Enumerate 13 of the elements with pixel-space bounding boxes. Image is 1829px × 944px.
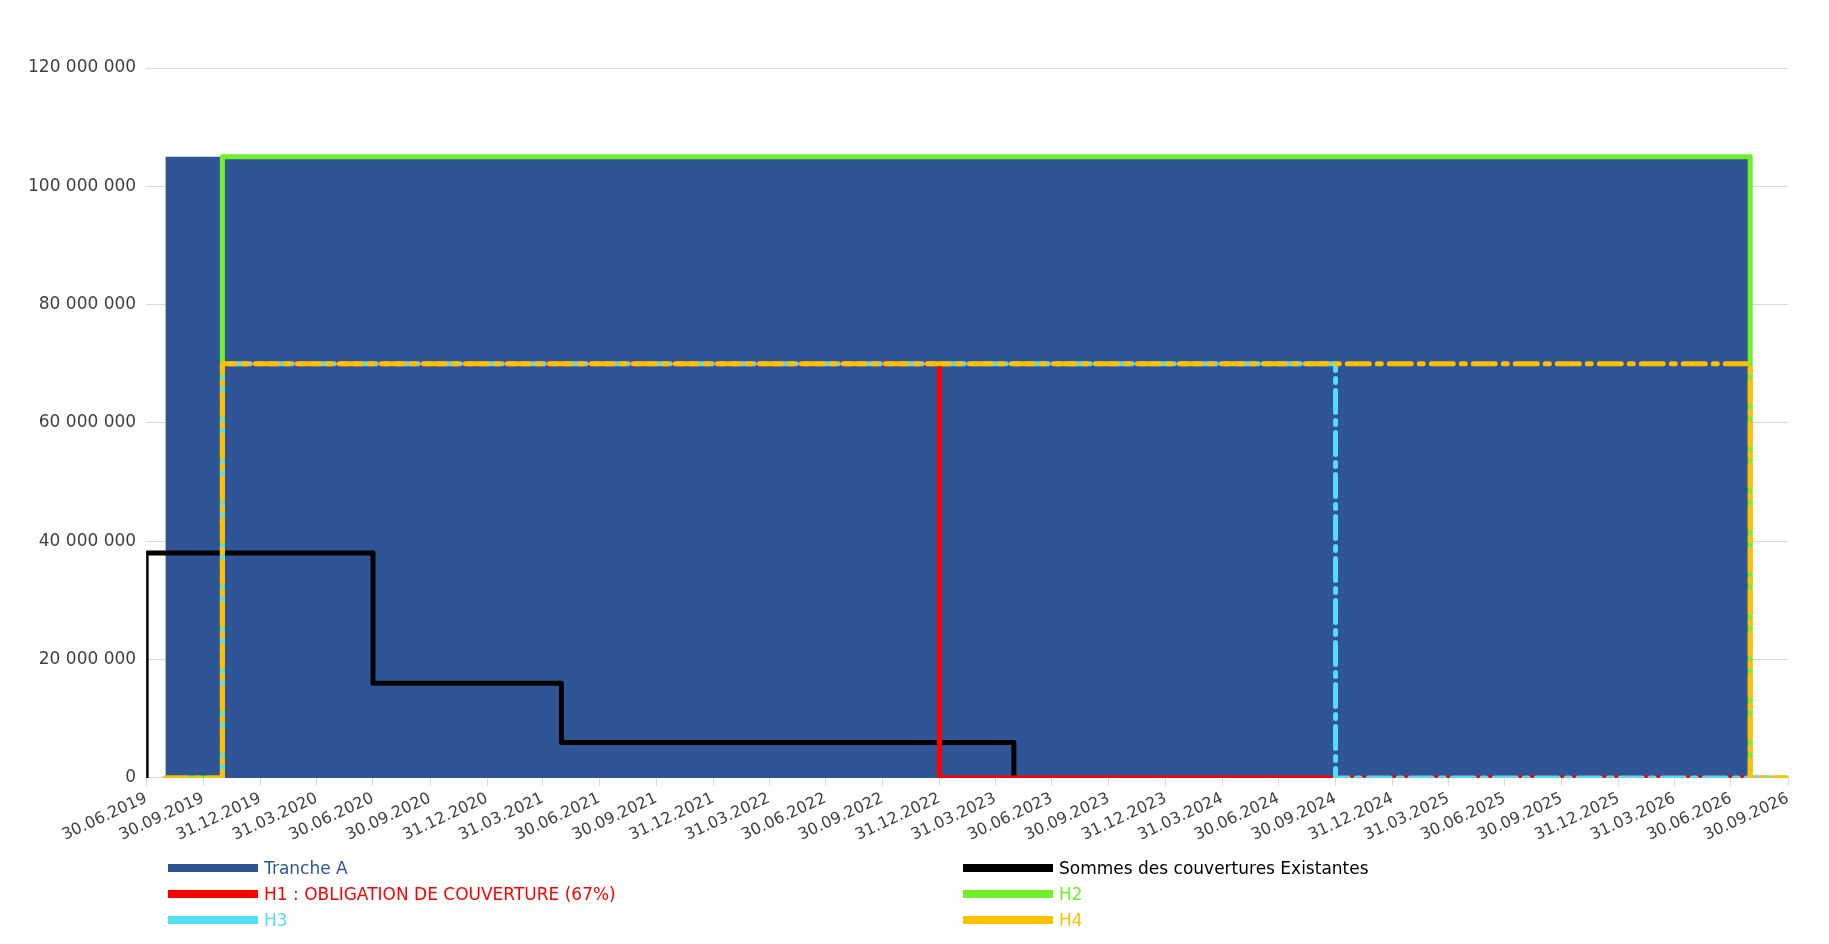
y-tick-label: 80 000 000	[38, 293, 137, 314]
y-tick-label: 40 000 000	[38, 529, 137, 550]
text: Tranche A	[264, 858, 348, 878]
text: H4	[1059, 910, 1083, 930]
text: H1 : OBLIGATION DE COUVERTURE (67%)	[264, 884, 616, 904]
text: Sommes des couvertures Existantes	[1059, 858, 1369, 878]
y-tick-label: 60 000 000	[38, 411, 137, 432]
y-tick-label: 20 000 000	[38, 647, 137, 668]
y-tick-label: 120 000 000	[27, 56, 137, 77]
y-tick-label: 0	[125, 766, 137, 787]
y-tick-label: 100 000 000	[27, 174, 137, 195]
text: H3	[264, 910, 288, 930]
text: H2	[1059, 884, 1083, 904]
